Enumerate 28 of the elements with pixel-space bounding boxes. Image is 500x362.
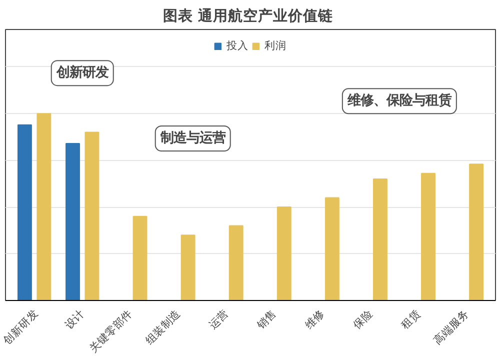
bar [469,164,484,300]
legend-label: 投入 [226,39,248,53]
bar [36,113,52,300]
x-tick-label: 组装制造 [142,306,184,348]
text: 维修、保险与租赁 [346,92,452,109]
x-tick-label: 关键零部件 [86,306,135,355]
bar [372,178,388,300]
text: 创新研发 [55,64,108,81]
bar [228,225,244,300]
bar [421,172,436,300]
bar [276,206,292,300]
bar [84,132,100,300]
bar [66,143,80,300]
bar [180,234,196,300]
annotation: 制造与运营 [159,130,226,146]
bar [324,197,340,300]
x-tick-label: 销售 [254,306,280,332]
x-tick-label: 设计 [62,306,87,332]
x-tick-label: 租赁 [398,306,424,332]
x-tick-label: 维修 [302,306,328,332]
x-tick-label: 创新研发 [0,306,41,348]
bar [132,216,148,300]
x-tick-label: 运营 [206,306,232,332]
x-tick-label: 保险 [350,306,376,332]
bar [17,124,32,300]
chart-title: 图表 通用航空产业价值链 [162,6,334,24]
legend-label: 利润 [264,39,286,53]
x-tick-label: 高端服务 [430,306,472,348]
